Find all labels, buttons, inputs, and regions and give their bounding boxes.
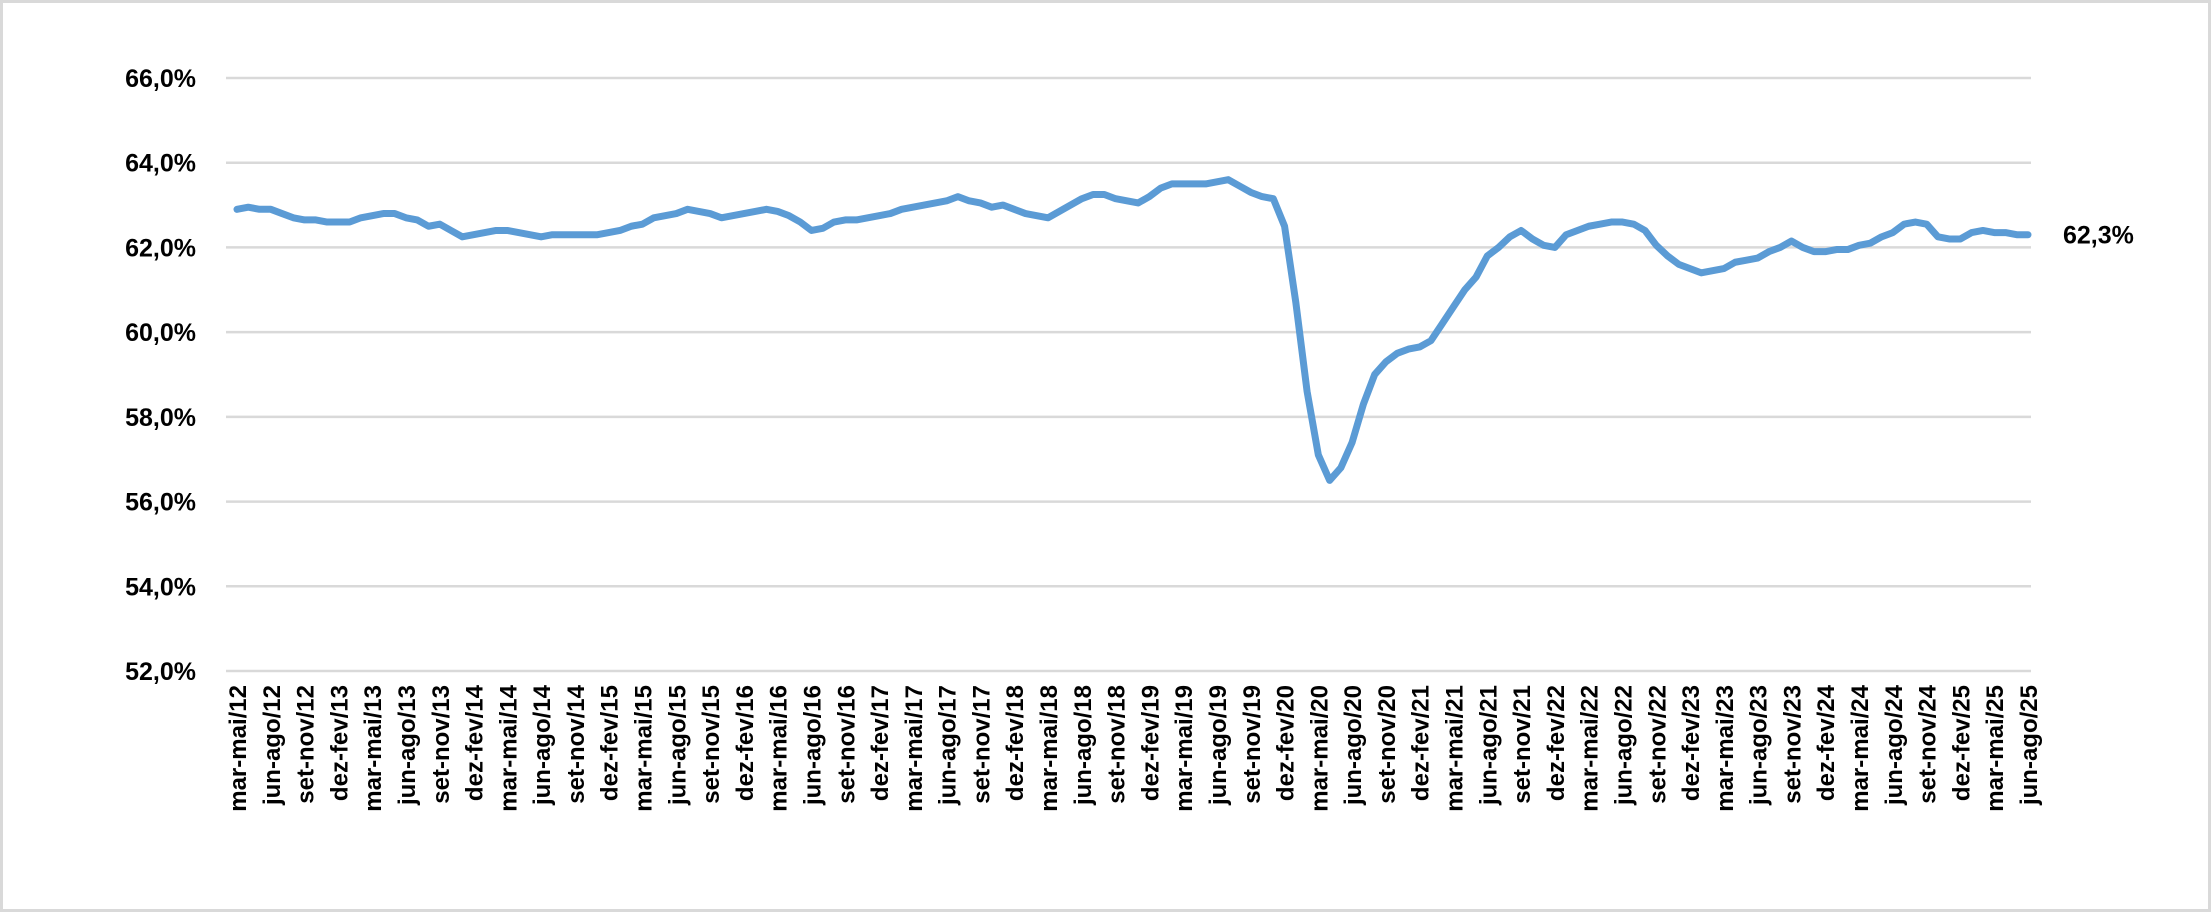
x-tick-label: set-nov/24 xyxy=(1915,684,1942,803)
x-tick-label: dez-fev/18 xyxy=(1002,685,1029,801)
x-tick-label: mar-mai/16 xyxy=(766,685,793,812)
y-tick-label: 52,0% xyxy=(125,658,196,686)
x-tick-label: set-nov/19 xyxy=(1239,685,1266,804)
y-tick-label: 56,0% xyxy=(125,489,196,517)
x-tick-label: jun-ago/12 xyxy=(259,685,286,806)
x-tick-label: dez-fev/19 xyxy=(1137,685,1164,801)
x-tick-label: mar-mai/23 xyxy=(1712,685,1739,812)
x-tick-label: dez-fev/25 xyxy=(1948,685,1975,801)
x-tick-label: mar-mai/20 xyxy=(1306,685,1333,812)
x-tick-label: mar-mai/17 xyxy=(901,685,928,812)
data-line xyxy=(233,176,2032,484)
x-tick-label: jun-ago/16 xyxy=(799,685,826,806)
x-tick-label: jun-ago/13 xyxy=(394,685,421,806)
y-tick-label: 60,0% xyxy=(125,319,196,347)
y-tick-label: 62,0% xyxy=(125,234,196,262)
x-tick-label: set-nov/16 xyxy=(833,685,860,804)
x-tick-label: jun-ago/25 xyxy=(2016,685,2043,806)
x-tick-label: jun-ago/24 xyxy=(1881,684,1908,806)
x-tick-label: set-nov/23 xyxy=(1779,685,1806,804)
x-tick-label: jun-ago/19 xyxy=(1205,685,1232,806)
x-tick-label: jun-ago/20 xyxy=(1340,685,1367,806)
x-tick-label: set-nov/14 xyxy=(563,684,590,803)
x-tick-label: jun-ago/14 xyxy=(529,684,556,806)
x-tick-label: jun-ago/23 xyxy=(1746,685,1773,806)
x-tick-label: set-nov/22 xyxy=(1644,685,1671,804)
x-tick-label: set-nov/20 xyxy=(1374,685,1401,804)
x-tick-label: set-nov/21 xyxy=(1509,685,1536,804)
x-tick-label: mar-mai/19 xyxy=(1171,685,1198,812)
x-tick-label: jun-ago/18 xyxy=(1070,685,1097,806)
x-tick-label: jun-ago/17 xyxy=(935,685,962,806)
y-tick-label: 66,0% xyxy=(125,65,196,93)
x-tick-label: mar-mai/24 xyxy=(1847,684,1874,811)
x-tick-label: jun-ago/22 xyxy=(1610,685,1637,806)
y-tick-label: 64,0% xyxy=(125,150,196,178)
x-tick-label: dez-fev/24 xyxy=(1813,684,1840,801)
x-tick-label: dez-fev/13 xyxy=(326,685,353,801)
x-tick-label: set-nov/15 xyxy=(698,685,725,804)
x-tick-label: dez-fev/20 xyxy=(1273,685,1300,801)
x-tick-label: dez-fev/23 xyxy=(1678,685,1705,801)
data-label: 62,3% xyxy=(2063,222,2134,250)
x-tick-label: mar-mai/15 xyxy=(631,685,658,812)
y-tick-label: 58,0% xyxy=(125,404,196,432)
x-tick-label: set-nov/12 xyxy=(293,685,320,804)
x-tick-label: mar-mai/22 xyxy=(1577,685,1604,812)
x-tick-label: dez-fev/22 xyxy=(1543,685,1570,801)
x-tick-label: set-nov/13 xyxy=(428,685,455,804)
x-tick-label: set-nov/18 xyxy=(1104,685,1131,804)
x-tick-label: set-nov/17 xyxy=(968,685,995,804)
x-tick-label: dez-fev/17 xyxy=(867,685,894,801)
x-tick-label: mar-mai/18 xyxy=(1036,685,1063,812)
x-tick-label: jun-ago/15 xyxy=(664,685,691,806)
x-tick-label: dez-fev/21 xyxy=(1408,685,1435,801)
x-tick-label: dez-fev/16 xyxy=(732,685,759,801)
x-tick-label: dez-fev/15 xyxy=(597,685,624,801)
x-tick-label: mar-mai/14 xyxy=(495,684,522,811)
x-tick-label: mar-mai/13 xyxy=(360,685,387,812)
x-tick-label: jun-ago/21 xyxy=(1475,685,1502,806)
y-tick-label: 54,0% xyxy=(125,573,196,601)
x-tick-label: mar-mai/21 xyxy=(1442,685,1469,812)
x-tick-label: mar-mai/25 xyxy=(1982,685,2009,812)
x-tick-label: dez-fev/14 xyxy=(462,684,489,801)
x-tick-label: mar-mai/12 xyxy=(225,685,252,812)
